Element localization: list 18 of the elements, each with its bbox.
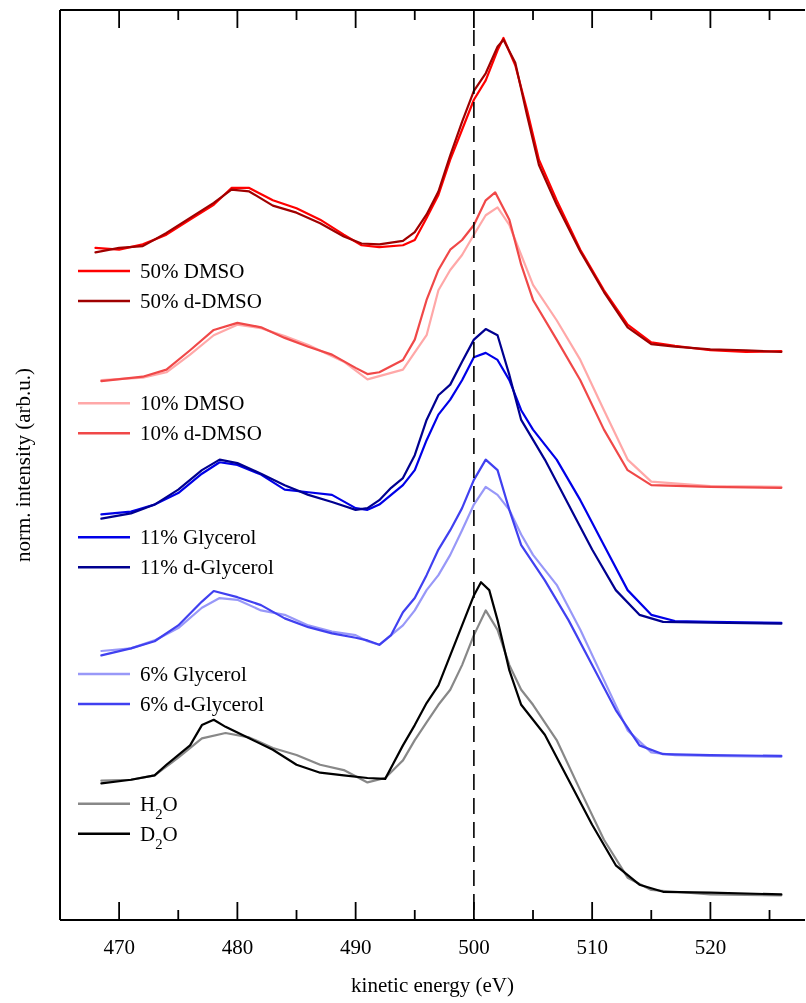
x-tick-label: 490 bbox=[339, 935, 372, 959]
legend-label: 50% DMSO bbox=[140, 258, 245, 283]
legend-label: H$_{2}$O bbox=[140, 791, 178, 822]
legend-label: 10% DMSO bbox=[140, 391, 245, 416]
x-tick-label: 510 bbox=[576, 935, 608, 959]
legend-label: 6% d-Glycerol bbox=[140, 691, 265, 716]
x-tick-label: 470 bbox=[103, 935, 135, 959]
x-tick-label: 480 bbox=[221, 935, 254, 959]
x-axis-title: kinetic energy (eV) bbox=[351, 973, 514, 997]
x-tick-label: 500 bbox=[458, 935, 490, 959]
x-tick-label: 520 bbox=[694, 935, 727, 959]
legend-label: 11% d-Glycerol bbox=[140, 555, 275, 580]
legend-label: D$_{2}$O bbox=[140, 821, 178, 852]
legend-label: 6% Glycerol bbox=[140, 661, 247, 686]
legend-label: 11% Glycerol bbox=[140, 525, 257, 550]
y-axis-title: norm. intensity (arb.u.) bbox=[11, 367, 35, 563]
legend-label: 10% d-DMSO bbox=[140, 421, 262, 446]
legend-label: 50% d-DMSO bbox=[140, 288, 262, 313]
